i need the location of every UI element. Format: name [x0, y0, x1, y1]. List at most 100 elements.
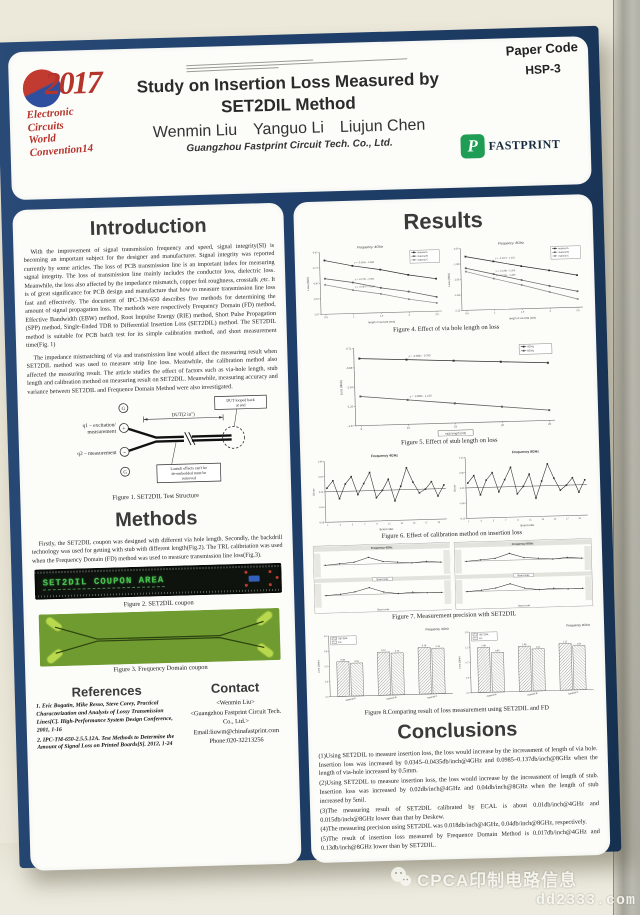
svg-text:0.95: 0.95	[496, 650, 501, 652]
svg-text:0.55: 0.55	[354, 661, 359, 663]
svg-text:3: 3	[339, 524, 341, 526]
svg-text:-0.88: -0.88	[346, 365, 353, 369]
svg-text:17: 17	[566, 518, 569, 520]
figure3-frequency-domain-coupon	[38, 608, 281, 667]
watermark-url: dd2333.com	[535, 892, 636, 909]
paper-code-block: Paper Code HSP-3	[505, 39, 579, 78]
wechat-icon	[391, 867, 411, 886]
svg-text:1: 1	[494, 311, 496, 314]
logo-year: 2017	[44, 63, 102, 102]
figure2-set2dil-coupon-photo: SET2DIL COUPON AREA	[34, 562, 282, 600]
introduction-paragraph-1: With the improvement of signal transmiss…	[23, 242, 277, 350]
svg-text:-0.13: -0.13	[460, 518, 466, 520]
conference-logo: 2017 Electronic Circuits World Conventio…	[20, 57, 120, 192]
svg-text:-1.04: -1.04	[347, 385, 354, 389]
svg-text:5: 5	[352, 524, 354, 526]
svg-text:0.5: 0.5	[466, 312, 470, 315]
logo-script-text: Electronic Circuits World Convention14	[26, 105, 94, 160]
results-heading: Results	[403, 207, 484, 235]
svg-text:measurement: measurement	[87, 429, 116, 436]
svg-text:7: 7	[506, 520, 508, 522]
svg-text:0.13: 0.13	[459, 457, 464, 459]
references-heading: References	[71, 683, 142, 701]
svg-text:19: 19	[579, 518, 582, 520]
svg-text:DUT(2 in"): DUT(2 in")	[172, 413, 196, 419]
svg-text:-0.06: -0.06	[460, 503, 466, 505]
fastprint-logo: P FASTPRINT	[460, 130, 579, 159]
svg-text:5: 5	[493, 520, 495, 522]
svg-text:at end: at end	[236, 402, 246, 407]
svg-text:-0.71: -0.71	[346, 346, 353, 350]
svg-text:1.08: 1.08	[522, 644, 527, 646]
svg-text:material B: material B	[528, 692, 539, 697]
svg-text:0.04: 0.04	[318, 476, 323, 478]
svg-text:-1.07: -1.07	[313, 313, 319, 316]
svg-text:2: 2	[550, 310, 552, 313]
chart-figure8-left: 0.0 0.3 0.5 0.8 1.0 0.58 0.55 material A 0.72 0.7…	[315, 623, 455, 708]
svg-text:Frequency 8GHz: Frequency 8GHz	[512, 542, 534, 547]
svg-text:Loss (db/in): Loss (db/in)	[317, 660, 320, 673]
svg-text:4GHz: 4GHz	[528, 344, 535, 348]
svg-text:7: 7	[364, 524, 366, 526]
chart-figure6-right: -0.13 -0.06 0.00 0.06 0.13 1 3 5 7 9 11 13 15 17 19 Fre…	[451, 445, 591, 529]
fastprint-logo-icon: P	[460, 133, 485, 159]
svg-text:1.5: 1.5	[465, 632, 469, 634]
conclusions-heading: Conclusions	[397, 718, 518, 744]
svg-text:-0.87: -0.87	[313, 282, 319, 285]
methods-paragraph: Firstly, the SET2DIL coupon was designed…	[31, 534, 283, 565]
svg-text:stub length (mil): stub length (mil)	[446, 431, 467, 436]
coupon-silkscreen-text: SET2DIL COUPON AREA	[42, 575, 165, 591]
svg-text:material B: material B	[386, 696, 397, 701]
svg-text:11: 11	[530, 519, 533, 521]
svg-text:-1.84: -1.84	[455, 294, 461, 297]
svg-text:2.5: 2.5	[435, 313, 439, 316]
chart-figure4-left: -1.07 -0.97 -0.87 -0.77 -0.67 0.5 1 1.5 2 2.5 Freq…	[304, 240, 444, 326]
chart-figure7-left: Frequency 4GHz Board order Board order	[312, 542, 452, 615]
svg-text:q2 – measurement: q2 – measurement	[77, 450, 117, 457]
watermark: CPCA印制电路信息 dd2333.com	[390, 866, 636, 909]
svg-text:Loss (db/in): Loss (db/in)	[305, 277, 309, 291]
introduction-paragraph-2: The impedance mismatching of via and tra…	[26, 348, 278, 396]
svg-text:q1 – excitation/: q1 – excitation/	[83, 422, 117, 429]
svg-text:8GHz: 8GHz	[528, 348, 535, 352]
svg-text:material C: material C	[559, 254, 570, 257]
svg-text:Launch effects can't be: Launch effects can't be	[170, 465, 207, 471]
svg-text:material C: material C	[568, 691, 579, 696]
svg-text:Frequency 4GHz: Frequency 4GHz	[425, 627, 449, 632]
svg-text:material C: material C	[417, 258, 428, 261]
svg-text:-0.97: -0.97	[313, 298, 319, 301]
svg-text:y = -0.238x - 1.266: y = -0.238x - 1.266	[495, 270, 516, 273]
svg-text:removed: removed	[182, 475, 196, 480]
svg-text:-0.04: -0.04	[318, 507, 324, 509]
svg-text:0.00: 0.00	[319, 492, 324, 494]
svg-text:0.3: 0.3	[325, 682, 329, 684]
svg-text:y = -0.069x - 0.688: y = -0.069x - 0.688	[353, 262, 374, 265]
svg-text:1.1: 1.1	[465, 647, 469, 649]
watermark-text: CPCA印制电路信息	[417, 871, 578, 890]
left-column-card: Introduction With the improvement of sig…	[12, 202, 302, 871]
svg-text:-2.12: -2.12	[455, 309, 461, 312]
svg-text:material B: material B	[417, 255, 428, 258]
svg-text:SET2DIL: SET2DIL	[338, 637, 348, 640]
svg-text:Board order: Board order	[519, 604, 531, 607]
svg-text:+: +	[122, 426, 126, 432]
svg-text:0.06: 0.06	[460, 472, 465, 474]
svg-text:15: 15	[413, 522, 416, 524]
svg-text:1.08: 1.08	[482, 645, 487, 647]
svg-text:1.5: 1.5	[521, 311, 525, 314]
svg-text:-0.67: -0.67	[312, 251, 318, 254]
svg-text:Board order: Board order	[518, 574, 530, 577]
svg-text:1: 1	[327, 525, 329, 527]
coupon-blue-patch	[248, 575, 260, 582]
svg-text:1.06: 1.06	[577, 644, 582, 646]
chart-figure5: -1.37 -1.20 -1.04 -0.88 -0.71 5 10 15 20 25 y = -0…	[337, 333, 558, 439]
svg-text:9: 9	[518, 519, 520, 521]
svg-text:ΔLoss: ΔLoss	[311, 488, 315, 496]
svg-text:-0.08: -0.08	[319, 522, 325, 524]
header-card: 2017 Electronic Circuits World Conventio…	[7, 36, 592, 201]
svg-text:0.5: 0.5	[324, 666, 328, 668]
svg-text:0.76: 0.76	[435, 646, 440, 648]
svg-text:Frequency: 8GHz: Frequency: 8GHz	[498, 241, 525, 246]
svg-text:15: 15	[454, 424, 458, 428]
paper-code-label: Paper Code	[504, 39, 579, 59]
